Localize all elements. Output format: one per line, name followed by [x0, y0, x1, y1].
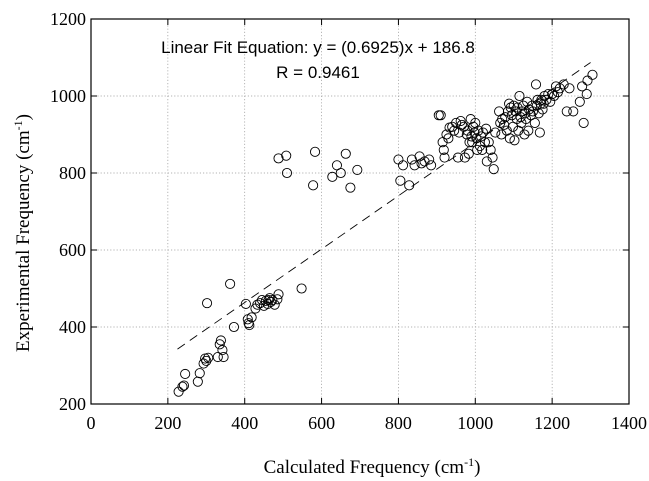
x-axis-title-sup: -1 — [464, 455, 474, 469]
x-axis-title: Calculated Frequency (cm-1) — [264, 455, 481, 478]
data-point — [588, 70, 597, 79]
y-axis-title: Experimental Frequency (cm-1) — [11, 114, 34, 352]
data-point — [531, 80, 540, 89]
y-tick-label: 400 — [59, 317, 86, 337]
data-point — [460, 153, 469, 162]
data-point — [515, 91, 524, 100]
data-point — [297, 284, 306, 293]
x-axis-title-main: Calculated Frequency (cm — [264, 457, 465, 478]
data-point — [489, 165, 498, 174]
y-tick-label: 600 — [59, 240, 86, 260]
data-point — [181, 369, 190, 378]
data-point — [213, 352, 222, 361]
data-point — [396, 176, 405, 185]
y-tick-label: 800 — [59, 163, 86, 183]
data-point — [282, 151, 291, 160]
x-tick-label: 1200 — [534, 413, 570, 433]
data-point — [199, 359, 208, 368]
y-tick-label: 200 — [59, 394, 86, 414]
data-point — [491, 128, 500, 137]
data-points — [174, 70, 597, 396]
x-tick-label: 1400 — [611, 413, 647, 433]
y-tick-label: 1000 — [50, 86, 86, 106]
plot-frame — [91, 19, 629, 404]
data-point — [583, 76, 592, 85]
x-axis-title-end: ) — [474, 457, 480, 478]
data-point — [202, 299, 211, 308]
data-point — [309, 181, 318, 190]
x-tick-label: 600 — [308, 413, 335, 433]
data-point — [346, 183, 355, 192]
data-point — [426, 161, 435, 170]
data-point — [530, 118, 539, 127]
data-point — [434, 111, 443, 120]
x-tick-label: 800 — [385, 413, 412, 433]
data-point — [193, 377, 202, 386]
data-point — [582, 89, 591, 98]
x-tick-label: 0 — [87, 413, 96, 433]
data-point — [229, 322, 238, 331]
axis-ticks — [91, 19, 629, 404]
data-point — [575, 97, 584, 106]
x-tick-label: 1000 — [457, 413, 493, 433]
data-point — [341, 149, 350, 158]
data-point — [328, 172, 337, 181]
y-axis-title-main: Experimental Frequency (cm — [13, 130, 34, 352]
y-axis-title-end: ) — [13, 114, 34, 120]
correlation-label: R = 0.9461 — [276, 63, 360, 82]
data-point — [394, 155, 403, 164]
x-tick-label: 400 — [231, 413, 258, 433]
y-tick-label: 1200 — [50, 9, 86, 29]
y-axis-title-sup: -1 — [11, 120, 25, 130]
data-point — [579, 118, 588, 127]
x-tick-labels: 0 200 400 600 800 1000 1200 1400 — [87, 413, 648, 433]
data-point — [195, 369, 204, 378]
data-point — [464, 149, 473, 158]
x-tick-label: 200 — [154, 413, 181, 433]
data-point — [524, 126, 533, 135]
data-point — [274, 290, 283, 299]
fit-equation: Linear Fit Equation: y = (0.6925)x + 186… — [161, 38, 475, 57]
grid-lines — [91, 19, 629, 404]
data-point — [398, 161, 407, 170]
y-tick-labels: 200 400 600 800 1000 1200 — [50, 9, 86, 414]
data-point — [226, 279, 235, 288]
data-point — [405, 181, 414, 190]
data-point — [535, 128, 544, 137]
data-point — [436, 111, 445, 120]
data-point — [219, 352, 228, 361]
data-point — [569, 107, 578, 116]
data-point — [310, 147, 319, 156]
fit-line — [177, 62, 590, 349]
